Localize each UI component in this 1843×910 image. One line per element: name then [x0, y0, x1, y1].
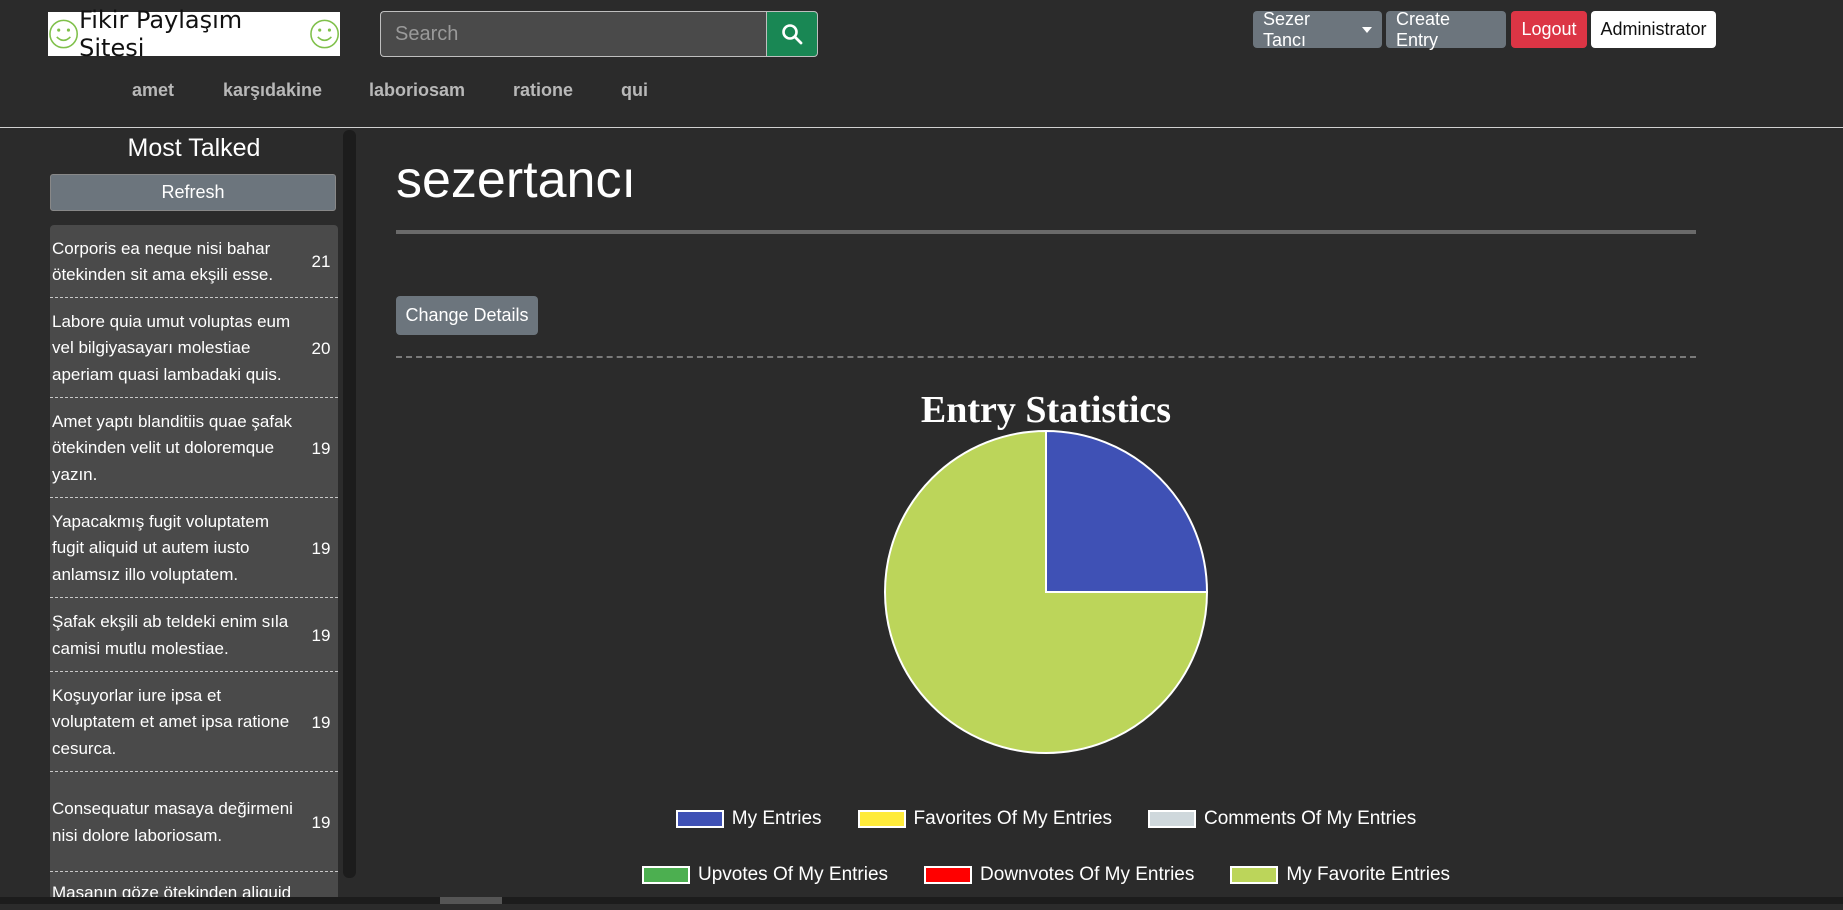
horizontal-scrollbar-thumb[interactable] — [440, 897, 502, 904]
legend-label: Downvotes Of My Entries — [980, 864, 1195, 885]
refresh-button[interactable]: Refresh — [50, 174, 336, 211]
legend-label: My Entries — [731, 808, 822, 829]
legend-item[interactable]: Downvotes Of My Entries — [924, 864, 1194, 886]
create-entry-button[interactable]: Create Entry — [1386, 9, 1506, 50]
legend-label: Comments Of My Entries — [1204, 808, 1417, 829]
legend-label: Upvotes Of My Entries — [697, 864, 889, 885]
list-item-title: Labore quia umut voluptas eum vel bilgiy… — [52, 311, 291, 384]
smiley-icon — [310, 19, 339, 49]
user-menu-button[interactable]: Sezer Tancı — [1253, 8, 1382, 50]
user-menu-label: Sezer Tancı — [1263, 8, 1311, 50]
legend-swatch — [857, 810, 906, 828]
search-button[interactable] — [766, 11, 818, 57]
list-item-title: Şafak ekşili ab teldeki enim sıla camisi… — [52, 612, 289, 658]
list-item[interactable]: Consequatur masaya değirmeni nisi dolore… — [50, 772, 338, 872]
list-item-title: Consequatur masaya değirmeni nisi dolore… — [52, 799, 293, 845]
legend-swatch — [641, 866, 690, 884]
list-item[interactable]: Şafak ekşili ab teldeki enim sıla camisi… — [50, 598, 338, 672]
divider — [396, 230, 1696, 234]
nav-item[interactable]: qui — [621, 80, 648, 100]
list-item-count: 19 — [311, 538, 331, 558]
list-item-count: 20 — [311, 338, 331, 358]
site-logo-text: Fikir Paylaşım Sitesi — [79, 6, 243, 62]
legend-label: Favorites Of My Entries — [913, 808, 1113, 829]
chart-title: Entry Statistics — [920, 389, 1172, 431]
pie-slice-my-entries[interactable] — [1045, 430, 1209, 593]
logout-button[interactable]: Logout — [1511, 11, 1587, 48]
most-talked-sidebar: Most Talked Refresh Corporis ea neque ni… — [50, 130, 338, 904]
legend-swatch — [1148, 810, 1197, 828]
chart-legend-row: Upvotes Of My Entries Downvotes Of My Ent… — [396, 864, 1696, 886]
nav-item[interactable]: karşıdakine — [223, 80, 323, 100]
list-item-title: Amet yaptı blanditiis quae şafak ötekind… — [52, 411, 293, 484]
list-item-count: 19 — [311, 438, 331, 458]
administrator-button[interactable]: Administrator — [1591, 11, 1716, 48]
caret-down-icon — [1362, 26, 1372, 33]
list-item-title: Yapacakmış fugit voluptatem fugit aliqui… — [52, 511, 270, 584]
horizontal-scrollbar[interactable] — [0, 897, 1843, 904]
search-icon — [782, 24, 803, 45]
list-item[interactable]: Koşuyorlar iure ipsa et voluptatem et am… — [50, 672, 338, 772]
chart-legend-row: My Entries Favorites Of My Entries Comment… — [396, 808, 1696, 830]
legend-label: My Favorite Entries — [1286, 864, 1451, 885]
legend-swatch — [924, 866, 973, 884]
search-input[interactable] — [380, 11, 766, 57]
legend-swatch — [1230, 866, 1279, 884]
legend-item[interactable]: Upvotes Of My Entries — [641, 864, 889, 886]
list-item-count: 19 — [311, 812, 331, 832]
legend-item[interactable]: Comments Of My Entries — [1148, 808, 1416, 830]
nav-item[interactable]: laboriosam — [369, 80, 466, 100]
list-item[interactable]: Labore quia umut voluptas eum vel bilgiy… — [50, 298, 338, 398]
sidebar-title: Most Talked — [127, 134, 261, 162]
divider — [396, 356, 1696, 358]
top-navbar: Fikir Paylaşım Sitesi Sezer Tancı Create… — [0, 0, 1843, 128]
legend-item[interactable]: My Entries — [675, 808, 822, 830]
list-item-title: Corporis ea neque nisi bahar ötekinden s… — [52, 238, 274, 285]
list-item[interactable]: Amet yaptı blanditiis quae şafak ötekind… — [50, 398, 338, 498]
list-item-title: Koşuyorlar iure ipsa et voluptatem et am… — [52, 685, 290, 758]
legend-item[interactable]: Favorites Of My Entries — [857, 808, 1113, 830]
list-item[interactable]: Yapacakmış fugit voluptatem fugit aliqui… — [50, 498, 338, 598]
change-details-button[interactable]: Change Details — [396, 296, 538, 335]
sidebar-scrollbar[interactable] — [343, 130, 356, 878]
list-item-count: 19 — [311, 625, 331, 645]
list-item[interactable]: Corporis ea neque nisi bahar ötekinden s… — [50, 225, 338, 298]
search-form — [380, 11, 818, 57]
legend-item[interactable]: My Favorite Entries — [1230, 864, 1450, 886]
list-item-count: 21 — [311, 252, 331, 271]
nav-item[interactable]: ratione — [513, 80, 574, 100]
nav-item[interactable]: amet — [132, 80, 175, 100]
smiley-icon — [49, 19, 78, 49]
page-title: sezertancı — [396, 151, 636, 209]
pie-slice-my-favorite-entries[interactable] — [884, 430, 1209, 754]
pie-chart — [884, 430, 1209, 754]
most-talked-list: Corporis ea neque nisi bahar ötekinden s… — [50, 225, 338, 904]
site-logo[interactable]: Fikir Paylaşım Sitesi — [48, 6, 340, 62]
legend-swatch — [675, 810, 724, 828]
list-item-count: 19 — [311, 712, 331, 732]
